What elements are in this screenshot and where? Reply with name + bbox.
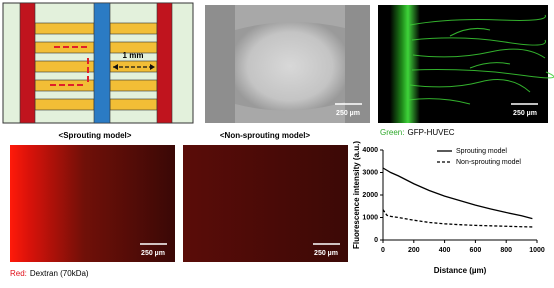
line-chart: Distance (µm) Fluorescence intensity (a.… xyxy=(352,141,545,275)
series-line xyxy=(382,209,533,228)
series-line xyxy=(382,167,533,220)
fluorescence-image-red: 250 µm xyxy=(183,145,348,262)
legend-label: Sprouting model xyxy=(456,148,507,155)
caption: Red: Dextran (70kDa) xyxy=(10,269,89,278)
schematic: 1 mm xyxy=(2,2,194,124)
legend-label: Non-sprouting model xyxy=(456,159,521,166)
caption-prefix: Red: xyxy=(10,269,27,278)
x-tick-label: 800 xyxy=(500,247,512,254)
x-tick-label: 1000 xyxy=(529,247,545,254)
y-tick-label: 3000 xyxy=(362,169,378,176)
caption: Green: GFP-HUVEC xyxy=(380,128,455,137)
fluorescence-image-red: 250 µm xyxy=(10,145,175,262)
scale-label: 1 mm xyxy=(123,51,144,60)
y-tick-label: 2000 xyxy=(362,192,378,199)
caption-text: GFP-HUVEC xyxy=(407,128,454,137)
brightfield-image: 250 µm xyxy=(205,5,370,123)
x-tick-label: 0 xyxy=(381,247,385,254)
scale-bar-label: 250 µm xyxy=(513,110,537,117)
x-tick-label: 400 xyxy=(439,247,451,254)
caption-prefix: Green: xyxy=(380,128,404,137)
caption-text: Dextran (70kDa) xyxy=(30,269,89,278)
y-tick-label: 1000 xyxy=(362,214,378,221)
panel-label: <Non-sprouting model> xyxy=(220,131,311,140)
scale-bar-label: 250 µm xyxy=(336,110,360,117)
scale-bar-label: 250 µm xyxy=(314,250,338,257)
x-tick-label: 200 xyxy=(408,247,420,254)
fluorescence-image-green: 250 µm xyxy=(378,5,554,123)
x-tick-label: 600 xyxy=(470,247,482,254)
y-axis-label: Fluorescence intensity (a.u.) xyxy=(352,141,361,249)
scale-bar-label: 250 µm xyxy=(141,250,165,257)
y-tick-label: 4000 xyxy=(362,147,378,154)
panel-label: <Sprouting model> xyxy=(59,131,132,140)
y-tick-label: 0 xyxy=(374,237,378,244)
x-axis-label: Distance (µm) xyxy=(434,266,487,275)
